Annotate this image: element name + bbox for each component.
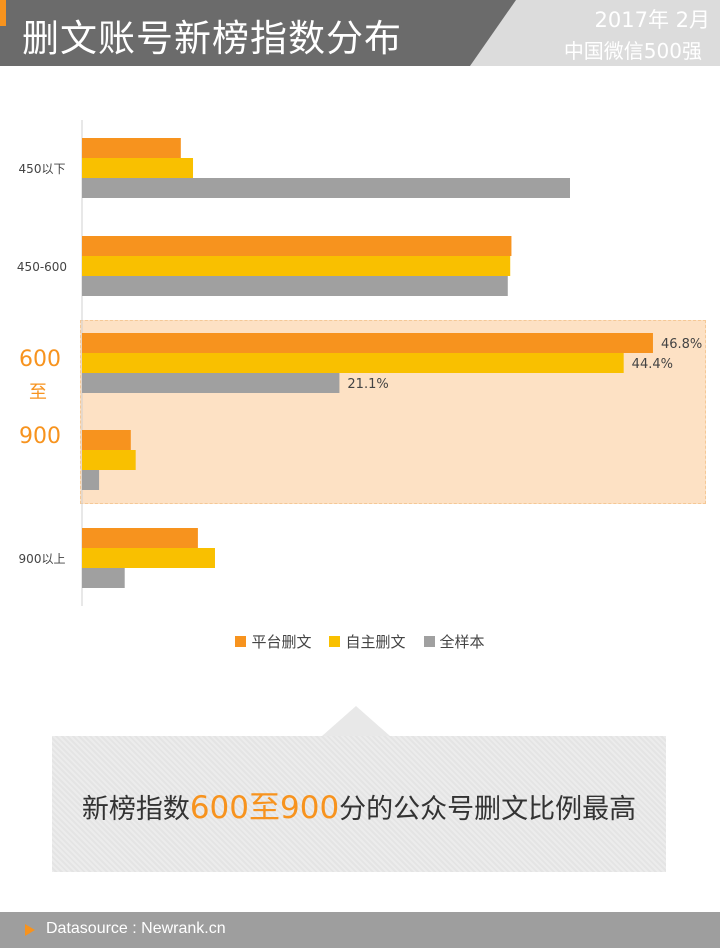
bar-3-900以上 bbox=[82, 568, 125, 588]
legend-swatch-3 bbox=[423, 635, 435, 647]
legend-swatch-2 bbox=[329, 635, 341, 647]
legend-label-1: 平台删文 bbox=[251, 632, 312, 651]
callout-box: 新榜指数600至900分的公众号删文比例最高 bbox=[52, 736, 666, 872]
tick-label-900-above: 900以上 bbox=[19, 552, 66, 566]
bar-2-600至900 bbox=[82, 353, 624, 373]
tick-label-450-600: 450-600 bbox=[17, 260, 67, 274]
bar-3-450-600 bbox=[82, 276, 508, 296]
bar-2-900以上 bbox=[82, 548, 215, 568]
data-source: Datasource : Newrank.cn bbox=[46, 920, 226, 937]
callout-suffix: 分的公众号删文比例最高 bbox=[339, 793, 637, 825]
header-subtitle: 中国微信500强 bbox=[563, 39, 702, 63]
bar-2-450-600 bbox=[82, 256, 511, 276]
callout-highlight: 600至900 bbox=[189, 789, 340, 826]
bar-3-highlight-subgroup bbox=[82, 470, 100, 490]
bar-2-450以下 bbox=[82, 158, 194, 178]
bar-1-900以上 bbox=[82, 528, 198, 548]
play-arrow-icon bbox=[25, 924, 35, 936]
data-label-3: 21.1% bbox=[347, 377, 388, 392]
callout-pointer bbox=[322, 706, 390, 736]
bar-3-450以下 bbox=[82, 178, 570, 198]
tick-label-900: 900 bbox=[19, 424, 61, 449]
bar-chart: 46.8% 44.4% 21.1% 450以下 450-600 600 至 900 900以上 bbox=[17, 120, 702, 606]
callout-prefix: 新榜指数 bbox=[81, 793, 190, 825]
data-label-2: 44.4% bbox=[632, 357, 673, 372]
bar-1-highlight-subgroup bbox=[82, 430, 131, 450]
bar-1-450-600 bbox=[82, 236, 512, 256]
tick-label-450-below: 450以下 bbox=[19, 162, 66, 176]
legend-item-1: 平台删文 bbox=[235, 630, 311, 652]
tick-label-600: 600 bbox=[19, 347, 61, 372]
callout-text: 新榜指数600至900分的公众号删文比例最高 bbox=[82, 782, 636, 827]
legend-label-3: 全样本 bbox=[439, 632, 485, 651]
bar-1-600至900 bbox=[82, 333, 653, 353]
data-label-1: 46.8% bbox=[661, 337, 702, 352]
legend-item-3: 全样本 bbox=[423, 630, 485, 652]
header-date: 2017年 2月 bbox=[594, 8, 710, 32]
bar-2-highlight-subgroup bbox=[82, 450, 136, 470]
header-bar: 删文账号新榜指数分布 2017年 2月 中国微信500强 bbox=[0, 0, 720, 66]
tick-label-to: 至 bbox=[29, 382, 47, 403]
header-date-panel bbox=[470, 0, 720, 66]
footer-bar: Datasource : Newrank.cn bbox=[0, 912, 720, 948]
page-title: 删文账号新榜指数分布 bbox=[22, 17, 402, 60]
legend-item-2: 自主删文 bbox=[329, 630, 406, 652]
legend-label-2: 自主删文 bbox=[345, 632, 406, 651]
bar-3-600至900 bbox=[82, 373, 340, 393]
bar-1-450以下 bbox=[82, 138, 181, 158]
legend-swatch-1 bbox=[235, 635, 247, 647]
header-accent bbox=[0, 0, 6, 26]
chart-legend: 平台删文 自主删文 全样本 bbox=[0, 630, 720, 652]
